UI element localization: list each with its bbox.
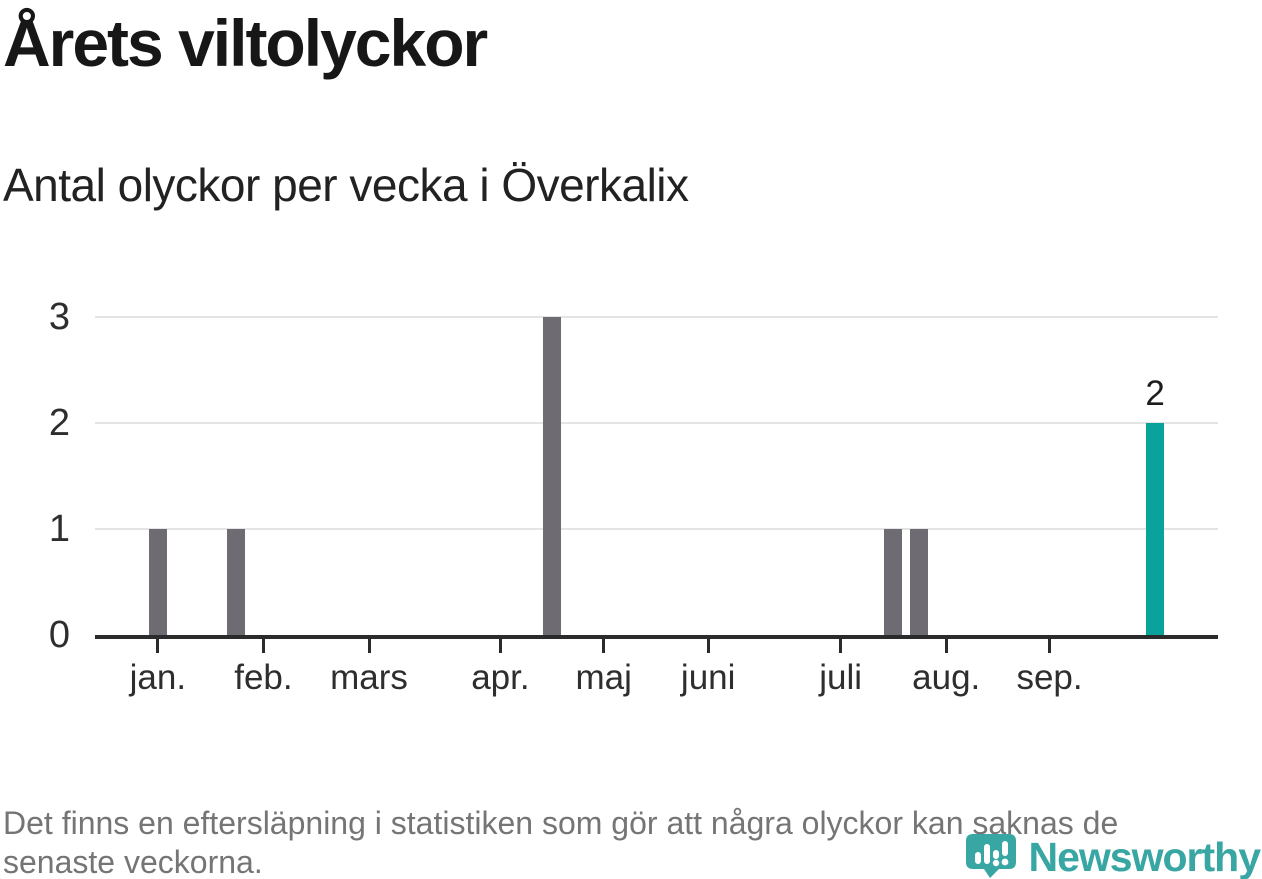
chart-subtitle: Antal olyckor per vecka i Överkalix (3, 159, 689, 211)
footnote: Det finns en eftersläpning i statistiken… (3, 804, 1262, 879)
y-tick-label-2: 2 (48, 402, 70, 444)
bar-value-label: 2 (1145, 374, 1165, 413)
x-tick-label-maj: maj (575, 658, 632, 697)
x-axis-line (95, 635, 1218, 639)
x-tick (1048, 639, 1052, 653)
x-tick-label-jan: jan. (129, 658, 187, 697)
x-tick (498, 639, 502, 653)
x-tick-label-apr: apr. (471, 658, 530, 697)
newsworthy-bubble-chart-icon (965, 834, 1016, 878)
x-tick-label-feb: feb. (234, 658, 293, 697)
x-tick (944, 639, 948, 653)
x-tick (367, 639, 371, 653)
x-tick (839, 639, 843, 653)
x-tick-label-juni: juni (680, 658, 736, 697)
gridline-2 (95, 422, 1218, 424)
gridline-1 (95, 528, 1218, 530)
bar (148, 529, 167, 635)
x-tick-label-juli: juli (819, 658, 863, 697)
gridline-3 (95, 316, 1218, 318)
y-tick-label-0: 0 (48, 614, 70, 656)
y-tick-label-1: 1 (48, 508, 70, 550)
y-tick-label-3: 3 (48, 296, 70, 338)
newsworthy-wordmark: Newsworthy (1028, 834, 1261, 879)
x-tick (156, 639, 160, 653)
footnote-line-2: senaste veckorna. (3, 844, 263, 879)
x-tick-label-sep: sep. (1016, 658, 1083, 697)
x-tick-label-aug: aug. (912, 658, 981, 697)
x-tick (706, 639, 710, 653)
bar (884, 529, 903, 635)
x-tick (261, 639, 265, 653)
bar (227, 529, 246, 635)
x-tick (602, 639, 606, 653)
footnote-line-1: Det finns en eftersläpning i statistiken… (3, 805, 1119, 841)
x-tick-label-mars: mars (330, 658, 408, 697)
newsworthy-logo: Newsworthy (965, 833, 1261, 879)
page-title: Årets viltolyckor (3, 6, 488, 80)
bar-highlight (1146, 423, 1165, 635)
bar (543, 317, 562, 635)
bar (910, 529, 929, 635)
plot-area: 2 (95, 316, 1218, 635)
